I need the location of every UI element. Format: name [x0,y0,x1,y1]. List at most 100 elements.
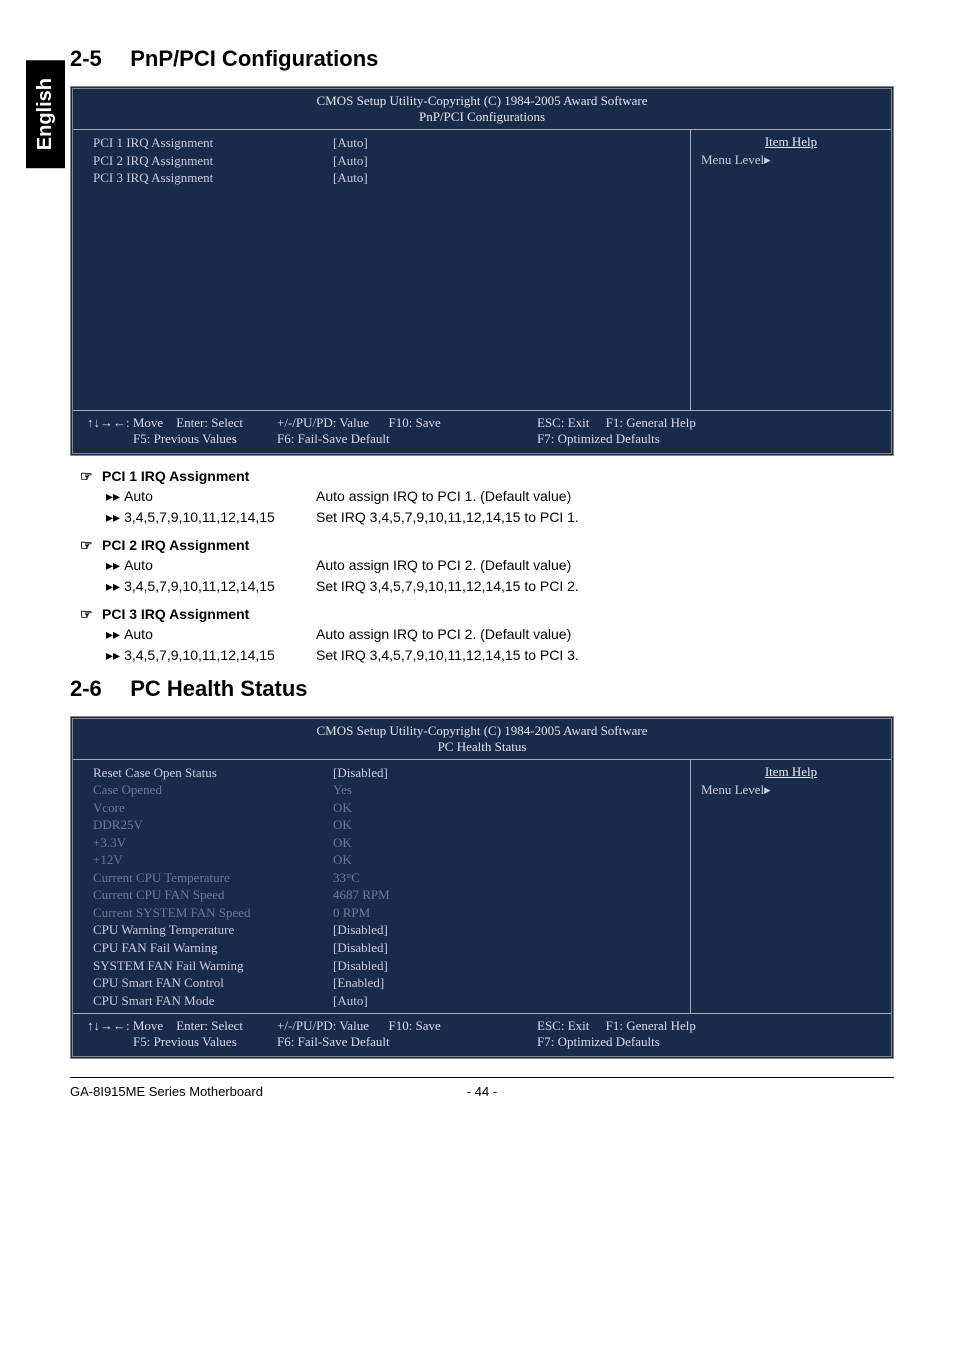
bios-setting-value: OK [333,851,352,869]
bios-setting-label: +12V [93,851,333,869]
bios-setting-value: OK [333,799,352,817]
bios-setting-value: 33°C [333,869,360,887]
section-title: PnP/PCI Configurations [130,46,378,71]
section-2-5-heading: 2-5 PnP/PCI Configurations [70,46,894,72]
footer-esc: ESC: Exit [537,1018,589,1033]
bios-setting-row[interactable]: PCI 3 IRQ Assignment[Auto] [93,169,680,187]
bios-setting-row: DDR25VOK [93,816,680,834]
menu-level: Menu Level▸ [701,152,881,168]
description-block: ☞PCI 1 IRQ Assignment▸▸AutoAuto assign I… [80,468,894,666]
desc-row: ▸▸AutoAuto assign IRQ to PCI 2. (Default… [106,556,894,576]
footer-f5: F5: Previous Values [87,1034,277,1050]
desc-value: Set IRQ 3,4,5,7,9,10,11,12,14,15 to PCI … [316,646,894,666]
footer-enter: Enter: Select [176,1018,243,1033]
footer-f5: F5: Previous Values [87,431,277,447]
bios-setting-row[interactable]: CPU Warning Temperature[Disabled] [93,921,680,939]
bios-setting-row: +3.3VOK [93,834,680,852]
section-2-6-heading: 2-6 PC Health Status [70,676,894,702]
desc-row: ▸▸3,4,5,7,9,10,11,12,14,15Set IRQ 3,4,5,… [106,577,894,597]
bios-setting-row: Current CPU FAN Speed4687 RPM [93,886,680,904]
hand-icon: ☞ [80,468,102,485]
bios-setting-value: [Disabled] [333,939,388,957]
section-number: 2-6 [70,676,102,701]
bios-setting-row[interactable]: Reset Case Open Status[Disabled] [93,764,680,782]
menu-level: Menu Level▸ [701,782,881,798]
bios-setting-label: Current CPU Temperature [93,869,333,887]
bios-title-line1: CMOS Setup Utility-Copyright (C) 1984-20… [73,719,891,739]
bios-subtitle: PC Health Status [73,739,891,759]
double-arrow-icon: ▸▸ [106,488,120,504]
footer-value: +/-/PU/PD: Value [277,415,369,430]
bios-subtitle: PnP/PCI Configurations [73,109,891,129]
desc-heading-text: PCI 1 IRQ Assignment [102,468,249,484]
bios-setting-label: PCI 1 IRQ Assignment [93,134,333,152]
desc-value: Auto assign IRQ to PCI 1. (Default value… [316,487,894,507]
bios-setting-row[interactable]: SYSTEM FAN Fail Warning[Disabled] [93,957,680,975]
bios-setting-label: Current CPU FAN Speed [93,886,333,904]
page-number: - 44 - [422,1084,542,1099]
footer-f1: F1: General Help [606,415,696,430]
bios-setting-label: +3.3V [93,834,333,852]
desc-heading: ☞PCI 3 IRQ Assignment [80,606,894,623]
desc-heading: ☞PCI 2 IRQ Assignment [80,537,894,554]
bios-setting-label: Reset Case Open Status [93,764,333,782]
bios-setting-value: [Disabled] [333,921,388,939]
bios-left-panel: Reset Case Open Status[Disabled]Case Ope… [73,760,691,1014]
footer-move: ↑↓→←: Move [87,1018,163,1033]
bios-setting-label: CPU Smart FAN Control [93,974,333,992]
footer-enter: Enter: Select [176,415,243,430]
footer-save: F10: Save [388,1018,440,1033]
bios-setting-value: [Enabled] [333,974,384,992]
item-help-title: Item Help [701,134,881,150]
double-arrow-icon: ▸▸ [106,626,120,642]
bios-setting-value: [Auto] [333,152,368,170]
bios-setting-label: CPU Warning Temperature [93,921,333,939]
desc-row: ▸▸AutoAuto assign IRQ to PCI 1. (Default… [106,487,894,507]
language-tab: English [26,60,65,168]
bios-setting-label: CPU FAN Fail Warning [93,939,333,957]
bios-health-box: CMOS Setup Utility-Copyright (C) 1984-20… [70,716,894,1060]
double-arrow-icon: ▸▸ [106,557,120,573]
desc-heading-text: PCI 3 IRQ Assignment [102,606,249,622]
bios-left-panel: PCI 1 IRQ Assignment[Auto]PCI 2 IRQ Assi… [73,130,691,410]
footer-f6: F6: Fail-Save Default [277,431,537,447]
bios-setting-row[interactable]: PCI 2 IRQ Assignment[Auto] [93,152,680,170]
desc-row: ▸▸AutoAuto assign IRQ to PCI 2. (Default… [106,625,894,645]
desc-heading: ☞PCI 1 IRQ Assignment [80,468,894,485]
desc-value: Auto assign IRQ to PCI 2. (Default value… [316,556,894,576]
footer-f1: F1: General Help [606,1018,696,1033]
bios-setting-row[interactable]: CPU FAN Fail Warning[Disabled] [93,939,680,957]
section-number: 2-5 [70,46,102,71]
bios-setting-value: [Auto] [333,134,368,152]
bios-setting-value: Yes [333,781,352,799]
bios-setting-row: Current SYSTEM FAN Speed0 RPM [93,904,680,922]
desc-value: Set IRQ 3,4,5,7,9,10,11,12,14,15 to PCI … [316,508,894,528]
bios-setting-value: OK [333,834,352,852]
bios-setting-label: DDR25V [93,816,333,834]
bios-setting-row[interactable]: CPU Smart FAN Control[Enabled] [93,974,680,992]
desc-row: ▸▸3,4,5,7,9,10,11,12,14,15Set IRQ 3,4,5,… [106,508,894,528]
bios-setting-row: Case OpenedYes [93,781,680,799]
desc-value: Set IRQ 3,4,5,7,9,10,11,12,14,15 to PCI … [316,577,894,597]
bios-setting-value: 4687 RPM [333,886,390,904]
bios-setting-row[interactable]: CPU Smart FAN Mode[Auto] [93,992,680,1010]
page-footer-left: GA-8I915ME Series Motherboard [70,1084,422,1099]
footer-f7: F7: Optimized Defaults [537,431,697,447]
bios-title-line1: CMOS Setup Utility-Copyright (C) 1984-20… [73,89,891,109]
bios-setting-row: VcoreOK [93,799,680,817]
bios-setting-value: 0 RPM [333,904,370,922]
bios-setting-row: +12VOK [93,851,680,869]
desc-key: ▸▸3,4,5,7,9,10,11,12,14,15 [106,508,316,528]
page-footer: GA-8I915ME Series Motherboard - 44 - [70,1077,894,1099]
footer-save: F10: Save [388,415,440,430]
footer-value: +/-/PU/PD: Value [277,1018,369,1033]
hand-icon: ☞ [80,537,102,554]
bios-setting-value: [Auto] [333,169,368,187]
bios-setting-label: CPU Smart FAN Mode [93,992,333,1010]
desc-key: ▸▸3,4,5,7,9,10,11,12,14,15 [106,577,316,597]
desc-key: ▸▸Auto [106,487,316,507]
footer-f7: F7: Optimized Defaults [537,1034,697,1050]
desc-value: Auto assign IRQ to PCI 2. (Default value… [316,625,894,645]
bios-setting-row[interactable]: PCI 1 IRQ Assignment[Auto] [93,134,680,152]
desc-key: ▸▸Auto [106,556,316,576]
